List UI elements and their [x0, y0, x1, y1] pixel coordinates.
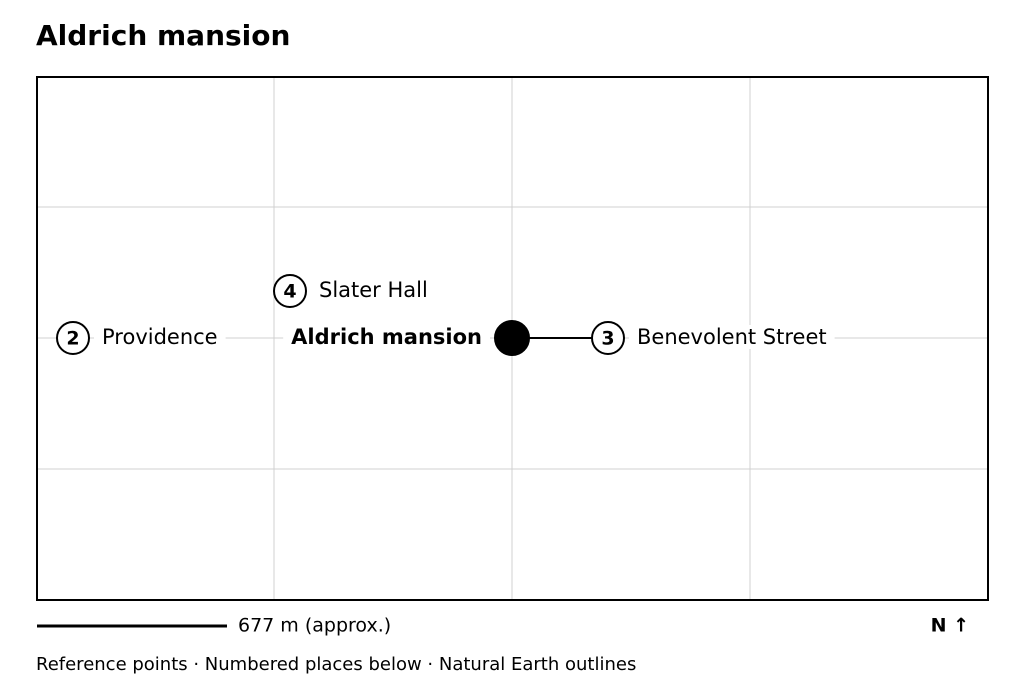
title: Aldrich mansion — [36, 19, 290, 52]
place-marker — [273, 274, 307, 308]
place-number: 4 — [283, 281, 296, 303]
map-border — [36, 76, 989, 601]
place-number: 2 — [66, 328, 79, 350]
label-background — [629, 325, 835, 349]
place: Slater Hall 4 — [273, 274, 436, 308]
place: Aldrich mansion 1 — [283, 320, 530, 356]
places: Aldrich mansion 1 Providence 2 Benevolent St… — [56, 274, 835, 356]
place: Providence 2 — [56, 321, 226, 355]
footer: Reference points · Numbered places below… — [36, 654, 636, 675]
place-number: 3 — [601, 328, 614, 350]
place-label: Benevolent Street — [637, 325, 827, 349]
place-marker — [56, 321, 90, 355]
place-number: 1 — [505, 328, 518, 350]
scale-label: 677 m (approx.) — [238, 615, 391, 637]
label-background — [311, 278, 436, 302]
place-marker — [591, 321, 625, 355]
map-frame: Aldrich mansion 1 Providence 2 Benevolent St… — [36, 76, 989, 601]
place-label: Slater Hall — [319, 278, 428, 302]
place: Benevolent Street 3 — [591, 321, 835, 355]
place-marker — [494, 320, 530, 356]
place-label: Aldrich mansion — [291, 325, 482, 349]
north-arrow: N ↑ — [931, 615, 969, 637]
place-label: Providence — [102, 325, 218, 349]
label-background — [283, 325, 490, 349]
label-background — [94, 325, 226, 349]
